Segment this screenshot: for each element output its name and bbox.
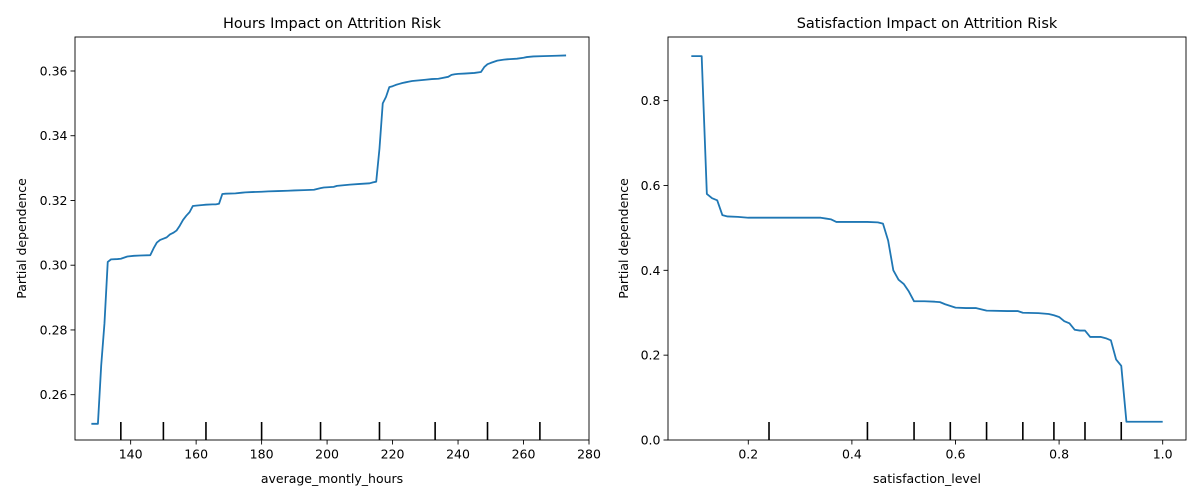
satisfaction-x-axis-label: satisfaction_level xyxy=(873,471,981,486)
hours-chart-title: Hours Impact on Attrition Risk xyxy=(223,16,442,32)
hours-x-tick-label: 140 xyxy=(119,447,143,462)
satisfaction-chart-title: Satisfaction Impact on Attrition Risk xyxy=(797,16,1058,32)
hours-y-tick-label: 0.30 xyxy=(40,258,68,273)
hours-x-tick-label: 240 xyxy=(446,447,470,462)
hours-y-tick-label: 0.36 xyxy=(40,63,68,78)
satisfaction-y-tick-label: 0.6 xyxy=(641,178,661,193)
hours-pdp-panel: Hours Impact on Attrition Risk 140 160 180… xyxy=(14,16,601,486)
satisfaction-pdp-line xyxy=(691,55,1163,423)
hours-y-tick-label: 0.32 xyxy=(40,193,68,208)
satisfaction-x-axis-ticks: 0.2 0.4 0.6 0.8 1.0 xyxy=(738,440,1173,462)
satisfaction-y-axis-label: Partial dependence xyxy=(616,178,631,299)
satisfaction-y-tick-label: 0.0 xyxy=(641,433,661,448)
hours-x-tick-label: 160 xyxy=(184,447,208,462)
satisfaction-y-tick-label: 0.4 xyxy=(641,263,661,278)
satisfaction-y-tick-label: 0.8 xyxy=(641,93,661,108)
hours-pdp-line xyxy=(91,54,567,425)
hours-plot-marks xyxy=(91,54,567,440)
hours-y-tick-label: 0.34 xyxy=(40,128,68,143)
hours-x-axis-ticks: 140 160 180 200 220 240 260 280 xyxy=(119,440,601,462)
hours-x-tick-label: 200 xyxy=(315,447,339,462)
satisfaction-pdp-panel: Satisfaction Impact on Attrition Risk 0.… xyxy=(616,16,1187,486)
hours-x-tick-label: 280 xyxy=(577,447,601,462)
satisfaction-y-axis-ticks: 0.0 0.2 0.4 0.6 0.8 xyxy=(641,93,668,448)
hours-x-tick-label: 260 xyxy=(512,447,536,462)
hours-y-tick-label: 0.26 xyxy=(40,387,68,402)
satisfaction-x-tick-label: 0.6 xyxy=(946,447,966,462)
satisfaction-plot-marks xyxy=(691,55,1163,440)
hours-x-axis-label: average_montly_hours xyxy=(261,471,403,486)
hours-x-tick-label: 220 xyxy=(381,447,405,462)
hours-y-axis-ticks: 0.26 0.28 0.30 0.32 0.34 0.36 xyxy=(40,63,75,402)
satisfaction-x-tick-label: 0.2 xyxy=(738,447,758,462)
hours-axes-frame xyxy=(74,36,590,441)
hours-x-tick-label: 180 xyxy=(250,447,274,462)
hours-y-tick-label: 0.28 xyxy=(40,322,68,337)
satisfaction-x-tick-label: 1.0 xyxy=(1153,447,1173,462)
hours-y-axis-label: Partial dependence xyxy=(14,178,29,299)
satisfaction-x-tick-label: 0.8 xyxy=(1049,447,1069,462)
satisfaction-y-tick-label: 0.2 xyxy=(641,348,661,363)
satisfaction-axes-frame xyxy=(667,36,1187,441)
satisfaction-x-tick-label: 0.4 xyxy=(842,447,862,462)
